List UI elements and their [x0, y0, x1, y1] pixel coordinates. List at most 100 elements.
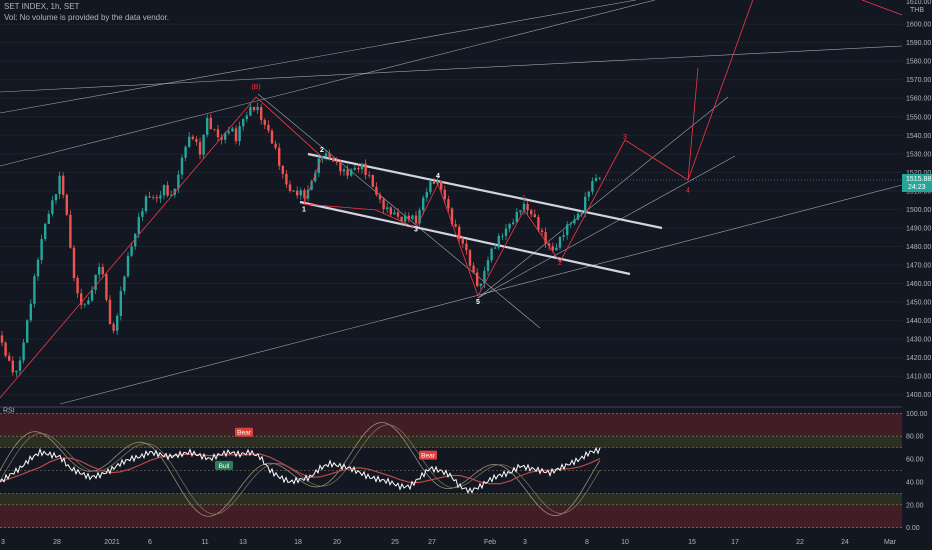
price-tick: 1420.00	[906, 355, 931, 362]
candle-down	[65, 194, 68, 215]
candle-down	[4, 342, 7, 356]
candle-up	[576, 213, 580, 220]
candle-up	[33, 276, 36, 304]
time-axis[interactable]: 3 28 2021 6 11 13 18 20 25 27 Feb 3 8 10 15 17 22 24 Mar	[0, 534, 932, 550]
last-price-value: 1515.88	[906, 176, 931, 183]
time-axis-bg	[0, 534, 932, 550]
candle-down	[274, 143, 277, 148]
trendline	[477, 155, 736, 299]
candle-down	[447, 199, 450, 209]
signal-text: Bear	[237, 430, 252, 437]
time-tick: 20	[333, 539, 341, 546]
candle-down	[458, 226, 461, 239]
candle-up	[22, 342, 25, 361]
candle-up	[393, 212, 396, 215]
time-tick: 11	[201, 539, 208, 546]
rsi-tick: 100.00	[906, 411, 928, 418]
signal-badge	[419, 450, 437, 460]
candle-down	[270, 130, 274, 144]
rsi-tick: 80.00	[906, 434, 924, 441]
rsi-upper-band	[0, 436, 902, 448]
candle-down	[533, 214, 536, 217]
rsi-oversold-zone	[0, 504, 902, 528]
candle-down	[209, 117, 212, 130]
price-tick: 1480.00	[906, 244, 931, 251]
candle-down	[454, 224, 457, 227]
candle-up	[591, 181, 594, 192]
wave-label: 4	[436, 173, 440, 180]
time-tick: 15	[688, 539, 696, 546]
price-tick: 1400.00	[906, 392, 931, 399]
trendline	[307, 152, 663, 230]
elliott-wave-path	[0, 67, 699, 399]
signal-text: Bull	[219, 463, 230, 470]
candle-down	[450, 208, 454, 225]
rsi-tick: 20.00	[906, 502, 924, 509]
candle-up	[18, 360, 22, 371]
candle-up	[598, 177, 601, 179]
candle-up	[87, 300, 90, 305]
candle-down	[281, 165, 284, 174]
candle-up	[116, 315, 119, 331]
price-tick: 1500.00	[906, 207, 931, 214]
trendline	[59, 184, 903, 405]
candle-up	[490, 248, 493, 261]
candle-down	[540, 230, 544, 232]
candle-down	[407, 215, 410, 220]
last-price-badge	[902, 173, 932, 192]
candle-up	[515, 212, 518, 223]
candle-down	[288, 184, 292, 191]
candle-up	[141, 211, 144, 217]
candlesticks	[0, 102, 601, 377]
time-tick: 10	[621, 539, 629, 546]
candle-up	[584, 196, 587, 214]
candle-up	[206, 117, 209, 135]
candle-up	[555, 247, 558, 251]
rsi-tick: 40.00	[906, 479, 924, 486]
candle-down	[476, 272, 479, 286]
candle-up	[422, 197, 425, 211]
chart-title: SET INDEX, 1h, SET	[4, 2, 80, 11]
candle-up	[224, 133, 227, 140]
price-tick: 1450.00	[906, 300, 931, 307]
candle-down	[303, 190, 306, 199]
currency-label: THB	[910, 7, 924, 14]
candle-up	[386, 207, 389, 210]
candle-down	[112, 324, 115, 331]
time-tick: 22	[796, 539, 804, 546]
candle-up	[494, 247, 497, 249]
wave-label: 5	[476, 299, 480, 306]
candle-up	[497, 235, 500, 248]
candle-up	[501, 235, 504, 237]
candle-up	[566, 224, 569, 236]
candle-up	[83, 304, 86, 306]
candle-down	[166, 185, 169, 196]
signal-text: Bear	[421, 453, 436, 460]
wave-label: 3	[623, 134, 627, 141]
candle-down	[357, 167, 360, 170]
price-axis[interactable]: 1610.00THB1600.001590.001580.001570.0015…	[600, 0, 932, 550]
candle-up	[202, 134, 205, 155]
candle-up	[144, 196, 148, 212]
candle-down	[551, 246, 554, 251]
candle-down	[526, 203, 529, 211]
time-tick: 18	[294, 539, 302, 546]
candle-down	[468, 250, 472, 266]
candle-up	[245, 115, 248, 120]
candle-up	[314, 172, 317, 182]
price-tick: 1600.00	[906, 22, 931, 29]
candle-down	[296, 190, 299, 196]
candle-up	[177, 174, 180, 189]
signal-badge	[215, 460, 233, 470]
candle-down	[155, 197, 158, 199]
candle-up	[508, 224, 511, 229]
candle-up	[119, 291, 122, 316]
candle-down	[108, 299, 112, 325]
trendline	[0, 0, 656, 167]
rsi-line	[0, 446, 601, 494]
candle-down	[0, 335, 4, 343]
rsi-ma-line	[0, 453, 601, 485]
time-tick: 17	[731, 539, 739, 546]
candle-up	[483, 270, 486, 284]
